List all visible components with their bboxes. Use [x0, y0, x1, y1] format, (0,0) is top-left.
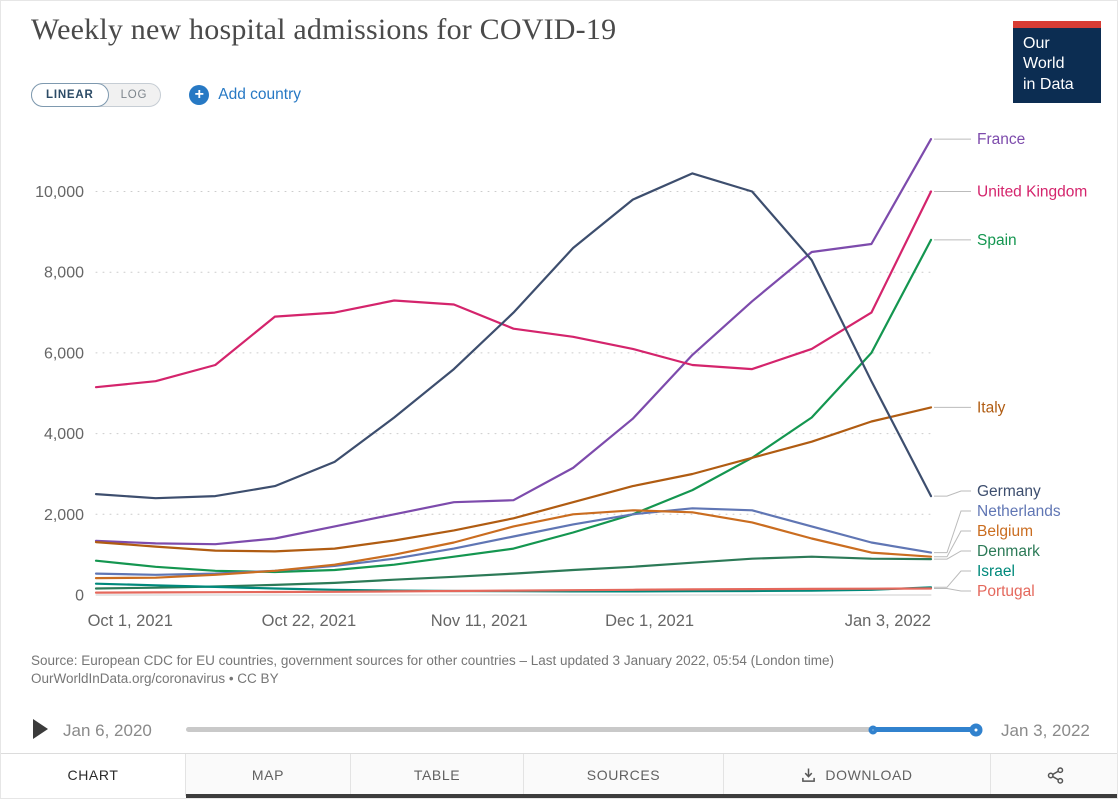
x-axis-tick-label: Oct 1, 2021	[88, 612, 173, 630]
source-link[interactable]: OurWorldInData.org/coronavirus • CC BY	[31, 671, 279, 687]
linear-scale-button[interactable]: LINEAR	[31, 83, 109, 107]
play-button[interactable]	[31, 718, 49, 740]
series-line-united-kingdom[interactable]	[94, 190, 933, 389]
legend-connector	[934, 490, 971, 497]
legend-label-italy[interactable]: Italy	[977, 399, 1006, 416]
timeline-end-date: Jan 3, 2022	[1001, 721, 1090, 740]
page-title: Weekly new hospital admissions for COVID…	[31, 13, 617, 46]
series-line-spain[interactable]	[94, 238, 933, 574]
legend-connector	[934, 570, 971, 588]
tab-sources-label: SOURCES	[586, 767, 661, 783]
legend-label-portugal[interactable]: Portugal	[977, 583, 1035, 600]
owid-logo-line1: Our World	[1023, 35, 1065, 73]
tab-bar: CHART MAP TABLE SOURCES DOWNLOAD	[1, 753, 1117, 796]
timeline-start-handle[interactable]	[868, 725, 878, 734]
legend-label-united-kingdom[interactable]: United Kingdom	[977, 184, 1087, 201]
legend-connector	[934, 588, 971, 592]
log-scale-button[interactable]: LOG	[108, 84, 161, 106]
legend-connector	[934, 530, 971, 558]
series-line-france[interactable]	[94, 138, 933, 546]
download-icon	[802, 768, 816, 782]
tab-chart[interactable]: CHART	[1, 754, 186, 796]
play-icon	[33, 719, 48, 739]
tab-map-label: MAP	[251, 767, 285, 783]
timeline-active-range	[873, 727, 976, 732]
y-axis-tick-label: 10,000	[35, 184, 84, 201]
timeline: Jan 6, 2020 Jan 3, 2022	[1, 705, 1117, 753]
series-line-germany[interactable]	[94, 172, 933, 500]
tab-download-label: DOWNLOAD	[825, 767, 913, 783]
x-axis-tick-label: Nov 11, 2021	[431, 612, 528, 630]
tab-chart-label: CHART	[67, 767, 119, 783]
tab-table-label: TABLE	[413, 767, 461, 783]
legend-label-germany[interactable]: Germany	[977, 483, 1041, 500]
scale-toggle: LINEAR LOG	[31, 83, 162, 107]
legend-label-denmark[interactable]: Denmark	[977, 543, 1040, 560]
owid-logo-line2: in Data	[1023, 75, 1074, 93]
series-line-portugal[interactable]	[94, 587, 933, 594]
legend-connector	[934, 550, 971, 560]
source-note: Source: European CDC for EU countries, g…	[31, 652, 834, 688]
line-chart[interactable]: 0 2,000 4,000 6,000 8,000 10,000 Oct 1, 2021 Oc…	[1, 109, 1118, 649]
y-axis-tick-label: 6,000	[44, 345, 84, 362]
source-line: Source: European CDC for EU countries, g…	[31, 653, 834, 668]
owid-logo: Our World in Data	[1013, 21, 1101, 104]
x-axis-tick-label: Oct 22, 2021	[262, 612, 356, 630]
x-axis-tick-label: Dec 1, 2021	[605, 612, 694, 630]
timeline-slider[interactable]	[186, 723, 983, 736]
legend-label-france[interactable]: France	[977, 131, 1025, 148]
tab-download[interactable]: DOWNLOAD	[724, 754, 991, 796]
legend-label-netherlands[interactable]: Netherlands	[977, 503, 1061, 520]
plus-icon: +	[189, 85, 210, 105]
series-line-italy[interactable]	[94, 406, 933, 553]
tab-map[interactable]: MAP	[186, 754, 351, 796]
legend-label-israel[interactable]: Israel	[977, 563, 1015, 580]
legend-connector	[934, 510, 971, 554]
add-country-button[interactable]: + Add country	[189, 85, 301, 105]
y-axis-tick-label: 4,000	[44, 426, 84, 443]
tab-table[interactable]: TABLE	[351, 754, 524, 796]
add-country-label: Add country	[218, 86, 302, 103]
chart-controls: LINEAR LOG + Add country	[31, 83, 301, 107]
tab-sources[interactable]: SOURCES	[524, 754, 724, 796]
legend-label-belgium[interactable]: Belgium	[977, 523, 1033, 540]
x-axis-tick-label: Jan 3, 2022	[845, 612, 931, 630]
timeline-start-date: Jan 6, 2020	[63, 721, 152, 740]
y-axis-tick-label: 2,000	[44, 507, 84, 524]
series-line-denmark[interactable]	[94, 555, 933, 590]
share-icon	[1047, 766, 1063, 784]
bottom-bar	[186, 794, 1117, 798]
legend-label-spain[interactable]: Spain	[977, 232, 1017, 249]
y-axis-tick-label: 8,000	[44, 265, 84, 282]
timeline-end-handle[interactable]	[969, 723, 983, 736]
y-axis-tick-label: 0	[75, 588, 84, 605]
tab-share[interactable]	[991, 754, 1117, 796]
series-line-belgium[interactable]	[94, 509, 933, 580]
